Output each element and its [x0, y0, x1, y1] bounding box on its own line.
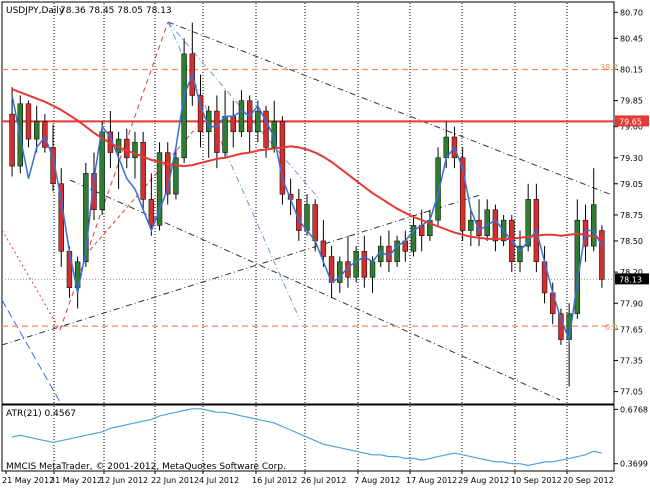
- y-tick-label: 77.35: [620, 356, 643, 365]
- x-tick-label: 22 Jun 2012: [151, 476, 199, 485]
- bear-candle: [361, 251, 368, 278]
- oscillator-line: [11, 72, 603, 343]
- bear-candle: [25, 103, 32, 140]
- bull-candle: [435, 157, 441, 221]
- copyright-text: MMCIS MetaTrader, © 2001-2012, MetaQuote…: [6, 462, 286, 472]
- hline-price-box: [615, 115, 649, 127]
- atr-label: ATR(21) 0.4567: [6, 409, 76, 419]
- bull-candle: [525, 199, 531, 247]
- y-tick-label: 79.85: [620, 97, 643, 106]
- trendline-upper: [167, 21, 613, 196]
- x-tick-label: 4 Jul 2012: [199, 476, 239, 485]
- x-tick-label: 16 Jul 2012: [252, 476, 297, 485]
- y-tick-label: 78.50: [620, 237, 643, 246]
- y-tick-label: 77.05: [620, 388, 643, 397]
- bull-candle: [238, 100, 245, 133]
- fib-top-label: 38.2: [600, 63, 618, 72]
- x-tick-label: 29 Aug 2012: [458, 476, 509, 485]
- bull-candle: [410, 225, 417, 252]
- atr-line: [11, 408, 603, 467]
- bull-candle: [255, 110, 261, 133]
- bear-candle: [50, 147, 56, 185]
- bear-candle: [599, 230, 605, 280]
- bear-candle: [9, 113, 15, 167]
- bull-candle: [337, 261, 343, 283]
- bear-candle: [230, 115, 236, 133]
- y-tick-label: 80.70: [620, 8, 643, 17]
- bull-candle: [33, 121, 40, 140]
- fib-bottom-label: 0.0: [605, 323, 618, 332]
- bull-candle: [222, 115, 228, 153]
- bear-candle: [140, 141, 146, 200]
- y-tick-label: 79.30: [620, 154, 643, 163]
- bull-candle: [156, 152, 163, 226]
- bear-candle: [312, 204, 318, 242]
- y-tick-label: 78.75: [620, 211, 643, 220]
- x-tick-label: 21 May 2012: [2, 476, 54, 485]
- x-tick-label: 17 Aug 2012: [406, 476, 457, 485]
- x-tick-label: 7 Aug 2012: [354, 476, 400, 485]
- current-price-box: [615, 273, 649, 285]
- bear-candle: [492, 209, 499, 242]
- x-tick-label: 26 Jul 2012: [301, 476, 346, 485]
- bear-candle: [263, 110, 269, 148]
- bull-candle: [369, 261, 376, 278]
- price-axis: 80.70 80.45 80.15 79.85 79.60 79.30 79.05 78.75…: [614, 8, 649, 469]
- y-tick-label: 79.60: [620, 123, 643, 132]
- bear-candle: [91, 173, 97, 211]
- bull-candle: [74, 261, 81, 288]
- bear-candle: [279, 121, 286, 195]
- bull-candle: [173, 157, 179, 195]
- moving-average-line: [11, 88, 603, 240]
- bull-candle: [132, 141, 138, 159]
- bull-candle: [83, 173, 89, 262]
- symbol-label: USDJPY,Daily: [6, 6, 65, 16]
- bear-candle: [214, 110, 220, 153]
- indicator-lines: [11, 72, 603, 343]
- x-tick-label: 10 Sep 2012: [511, 476, 562, 485]
- bear-candle: [459, 157, 466, 231]
- atr-series: [11, 408, 603, 467]
- bull-candle: [484, 209, 490, 236]
- atr-y-tick-label: 0.3699: [620, 460, 648, 469]
- blue-dash-line: [1, 299, 61, 403]
- x-tick-label: 20 Sep 2012: [563, 476, 614, 485]
- hline-price-label: 79.65: [619, 117, 642, 126]
- bull-candle: [99, 131, 105, 211]
- x-tick-label: 31 May 2012: [50, 476, 102, 485]
- bear-candle: [42, 121, 48, 148]
- trendline-diagonal: [69, 179, 561, 401]
- bull-candle: [591, 204, 597, 247]
- bull-candle: [468, 219, 474, 231]
- bull-candle: [353, 251, 359, 278]
- bear-candle: [320, 240, 327, 257]
- dotted-red-line: [1, 229, 61, 331]
- bull-candle: [394, 240, 400, 262]
- x-tick-label: 12 Jun 2012: [100, 476, 148, 485]
- bull-candle: [517, 245, 523, 262]
- current-price-label: 78.13: [619, 275, 642, 284]
- ohlc-label: 78.36 78.45 78.05 78.13: [60, 6, 172, 16]
- horizontal-levels: [2, 68, 614, 327]
- atr-y-tick-label: 0.6768: [620, 405, 648, 414]
- bear-candle: [148, 199, 155, 226]
- y-tick-label: 80.15: [620, 65, 643, 74]
- y-tick-label: 78.20: [620, 268, 643, 277]
- bear-candle: [124, 138, 130, 159]
- bull-candle: [181, 53, 187, 159]
- bear-candle: [476, 219, 482, 236]
- trendline-lower: [1, 194, 481, 346]
- bull-candle: [304, 204, 310, 231]
- y-tick-label: 79.05: [620, 180, 643, 189]
- y-tick-label: 80.45: [620, 34, 643, 43]
- y-tick-label: 77.90: [620, 299, 643, 308]
- y-tick-label: 77.65: [620, 325, 643, 334]
